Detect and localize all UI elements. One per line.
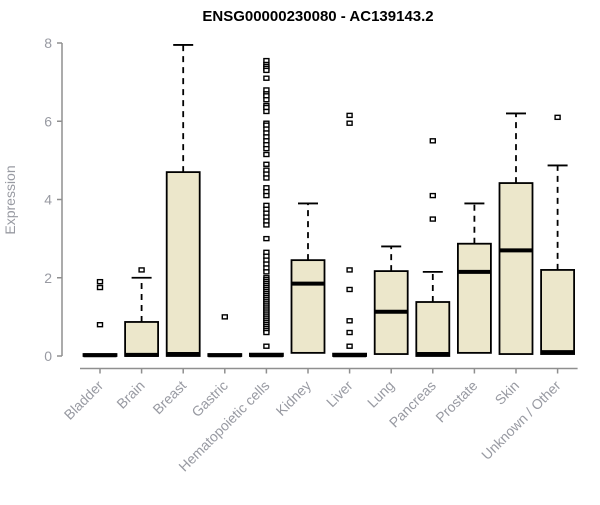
box-breast	[165, 44, 201, 357]
outlier-point	[263, 108, 270, 115]
box-liver	[332, 112, 368, 358]
outlier-point	[429, 192, 436, 199]
outlier-point	[96, 322, 104, 328]
outlier-point	[429, 138, 436, 144]
y-tick-label: 0	[44, 348, 52, 364]
iqr-box	[165, 171, 201, 357]
box-brain	[124, 267, 159, 357]
iqr-box	[290, 259, 326, 354]
outlier-point	[263, 175, 270, 181]
box-lung	[373, 245, 409, 355]
outlier-point	[263, 145, 270, 152]
x-tick-label-prostate: Prostate	[432, 377, 480, 425]
outlier-point	[263, 269, 270, 275]
outlier-point	[96, 278, 104, 285]
x-tick-label-liver: Liver	[323, 377, 356, 410]
outlier-point	[263, 67, 270, 74]
iqr-box	[498, 182, 534, 355]
outlier-point	[429, 216, 436, 222]
outlier-point	[346, 318, 353, 324]
x-tick-label-bladder: Bladder	[61, 377, 107, 423]
x-tick-label-skin: Skin	[492, 377, 523, 408]
outlier-point	[263, 161, 270, 167]
box-skin	[498, 112, 534, 355]
x-tick-label-brain: Brain	[113, 377, 147, 411]
outlier-point	[346, 286, 353, 293]
outlier-point	[263, 192, 270, 199]
box-pancreas	[415, 138, 451, 357]
outlier-point	[263, 97, 270, 103]
iqr-box	[415, 301, 451, 357]
box-kidney	[290, 202, 326, 354]
x-tick-label-lung: Lung	[364, 377, 397, 410]
outlier-point	[221, 314, 229, 320]
y-tick-label: 4	[44, 192, 52, 208]
outlier-point	[263, 151, 270, 158]
x-tick-label-kidney: Kidney	[273, 377, 315, 419]
box-prostate	[456, 202, 492, 354]
iqr-box	[124, 321, 159, 357]
outlier-point	[263, 75, 270, 81]
y-tick-label: 2	[44, 270, 52, 286]
y-tick-label: 6	[44, 113, 52, 129]
x-tick-label-breast: Breast	[149, 377, 189, 417]
outlier-point	[263, 222, 270, 228]
outlier-point	[263, 329, 270, 336]
iqr-box	[540, 269, 575, 355]
chart-title: ENSG00000230080 - AC139143.2	[202, 8, 433, 25]
box-hematopoietic-cells	[248, 57, 284, 358]
outlier-point	[346, 267, 353, 273]
outlier-point	[263, 235, 270, 242]
box-bladder	[82, 278, 118, 358]
y-axis: 0 2 4 6 8	[44, 35, 63, 364]
outlier-point	[138, 267, 145, 273]
box-gastric	[207, 314, 243, 358]
outlier-point	[346, 329, 353, 336]
outlier-point	[346, 343, 353, 349]
outlier-point	[346, 112, 353, 119]
y-tick-label: 8	[44, 35, 52, 51]
outlier-point	[263, 343, 270, 349]
outlier-point	[96, 284, 104, 291]
outlier-point	[346, 120, 353, 126]
y-axis-label: Expression	[2, 165, 18, 234]
x-tick-label-unknown-other: Unknown / Other	[478, 377, 564, 463]
outlier-point	[554, 114, 561, 121]
box-unknown-other	[540, 114, 575, 355]
iqr-box	[456, 242, 492, 354]
